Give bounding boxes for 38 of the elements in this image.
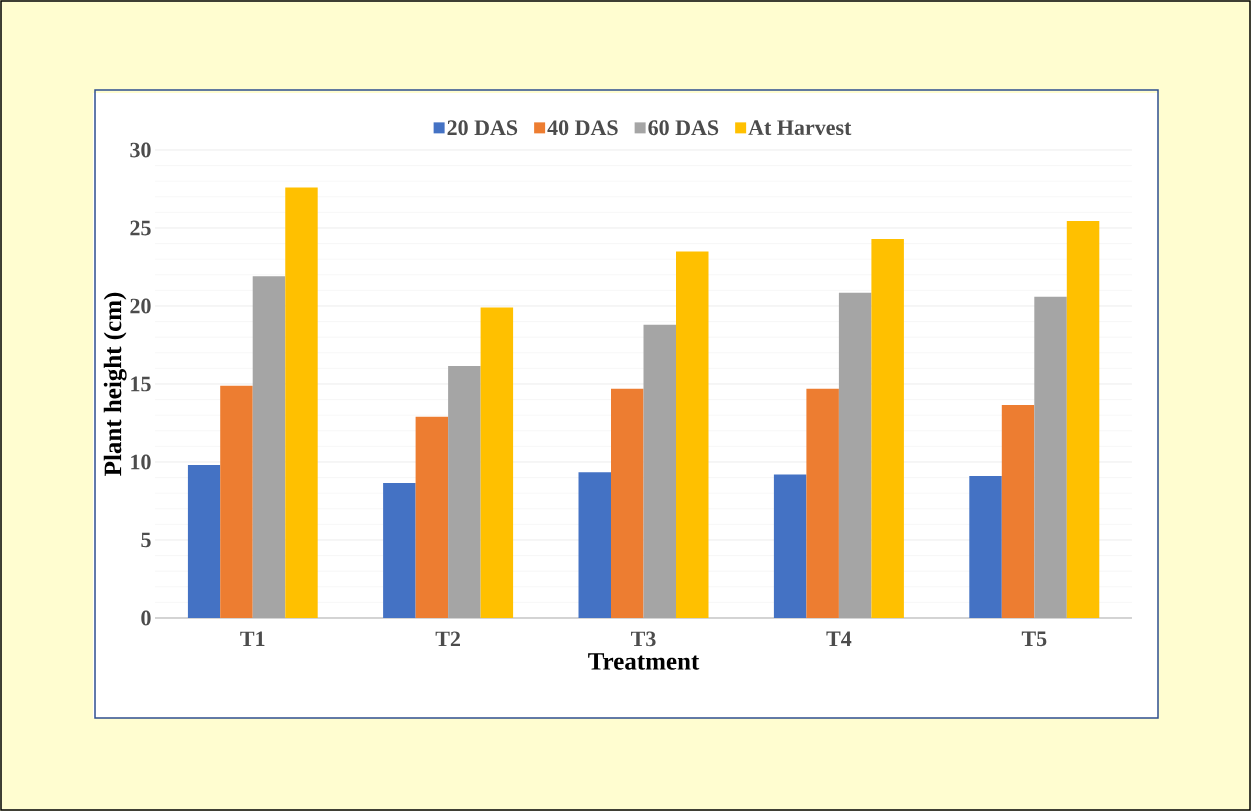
bar	[773, 474, 807, 618]
bar	[871, 238, 904, 618]
y-tick-label: 15	[131, 376, 151, 392]
bar	[252, 276, 286, 618]
y-tick-label: 10	[131, 454, 151, 470]
y-tick-label: 25	[130, 220, 151, 236]
x-tick-label: T1	[240, 631, 265, 647]
bar	[969, 476, 1002, 618]
bar	[448, 366, 481, 618]
y-tick-label: 5	[141, 532, 151, 548]
y-axis-title: Plant height (cm)	[103, 292, 127, 476]
x-tick-label: T2	[435, 631, 460, 647]
bar	[285, 187, 318, 618]
legend-label: At Harvest	[748, 120, 852, 136]
x-tick-label: T4	[826, 631, 852, 646]
bar	[1034, 296, 1067, 618]
bar	[611, 388, 644, 618]
bar	[1001, 405, 1035, 618]
bar	[187, 465, 221, 618]
bar	[1066, 220, 1100, 618]
bar	[415, 416, 449, 618]
legend-label: 40 DAS	[547, 120, 618, 136]
x-tick-label: T5	[1021, 631, 1047, 647]
bar	[838, 292, 872, 618]
bar	[643, 324, 676, 618]
x-tick-label: T3	[631, 631, 656, 647]
x-axis-title: Treatment	[588, 653, 700, 670]
y-tick-label: 0	[141, 610, 151, 626]
y-tick-label: 30	[130, 142, 151, 158]
bar	[806, 388, 839, 618]
bar	[480, 307, 514, 618]
bar	[220, 385, 253, 618]
bar	[383, 483, 416, 618]
y-tick-label: 20	[130, 298, 151, 314]
legend-label: 60 DAS	[648, 120, 719, 136]
bar	[676, 251, 709, 618]
bar	[578, 472, 611, 618]
legend-label: 20 DAS	[447, 120, 518, 136]
